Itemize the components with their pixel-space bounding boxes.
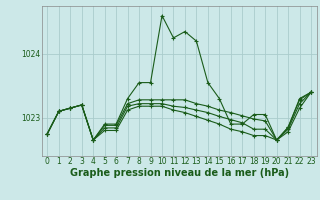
X-axis label: Graphe pression niveau de la mer (hPa): Graphe pression niveau de la mer (hPa) bbox=[70, 168, 289, 178]
